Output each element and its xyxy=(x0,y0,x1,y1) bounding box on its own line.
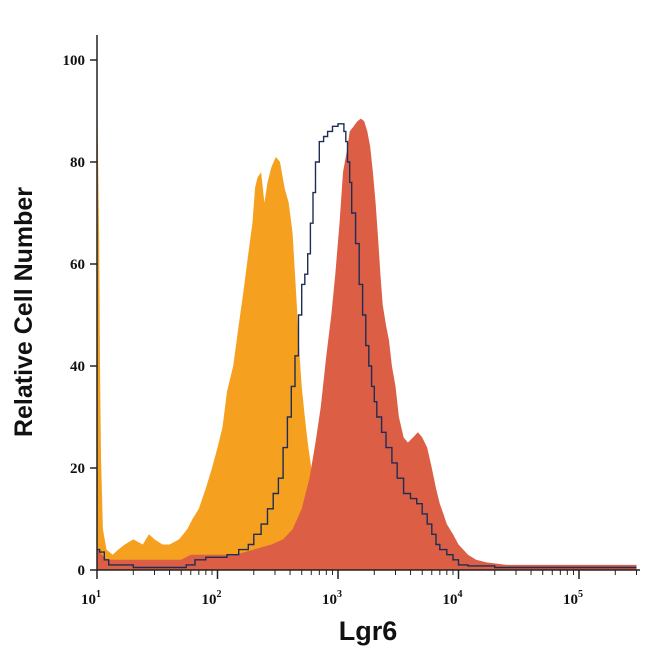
y-tick-label: 80 xyxy=(70,155,85,171)
axes-layer xyxy=(96,35,640,571)
y-tick-label: 100 xyxy=(63,53,86,69)
x-tick-label: 103 xyxy=(322,589,342,608)
x-tick-label: 101 xyxy=(81,589,101,608)
y-tick-label: 40 xyxy=(70,359,85,375)
x-tick-label: 104 xyxy=(443,589,463,608)
x-tick-label: 102 xyxy=(202,589,222,608)
y-tick-label: 60 xyxy=(70,257,85,273)
ticks-layer: 0 20 40 60 80 100 101 102 103 104 105 xyxy=(63,53,637,608)
x-tick-label: 105 xyxy=(563,589,583,608)
histogram-series-2 xyxy=(97,118,637,570)
histogram-series-3 xyxy=(97,123,637,569)
histogram-series-1 xyxy=(97,75,330,571)
x-axis-title: Lgr6 xyxy=(339,616,398,646)
y-tick-label: 20 xyxy=(70,461,85,477)
y-tick-label: 0 xyxy=(78,563,86,579)
y-axis-title: Relative Cell Number xyxy=(10,187,38,437)
series-layer xyxy=(97,75,637,571)
